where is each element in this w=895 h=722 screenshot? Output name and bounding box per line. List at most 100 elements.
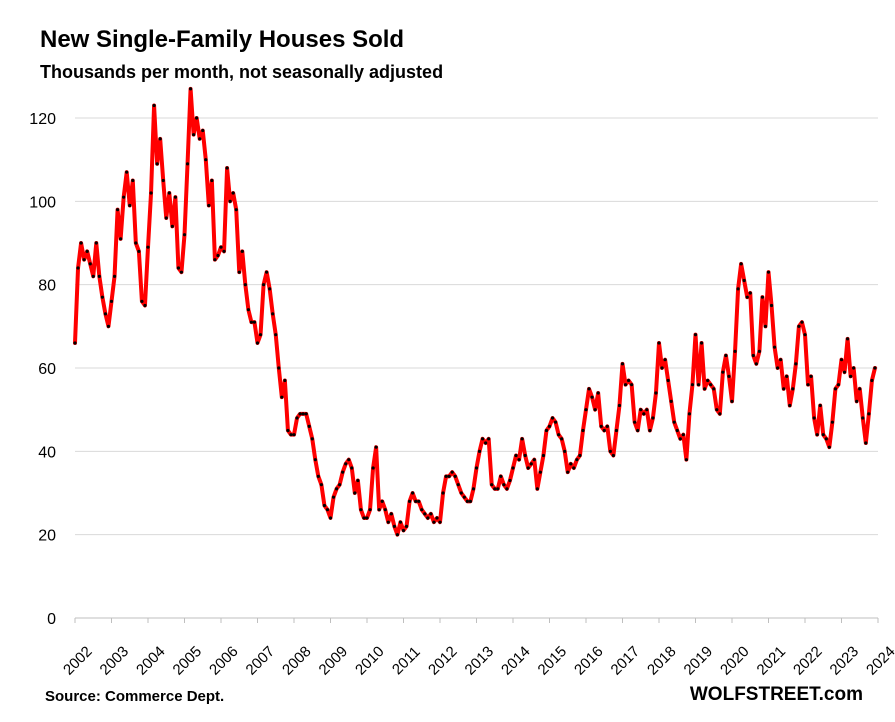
data-point [818,403,822,408]
data-point [268,287,272,291]
data-point [572,466,576,470]
data-point [502,483,506,487]
data-point [608,449,612,453]
data-point [341,470,345,474]
data-point [152,103,156,108]
data-point [188,87,193,91]
data-point [839,358,844,362]
data-point [462,495,466,499]
data-point [505,487,509,491]
data-point [496,487,500,491]
data-point [91,274,95,278]
x-tick-label: 2010 [352,643,388,679]
data-point [864,441,868,445]
data-point [620,362,625,366]
data-point [143,303,147,308]
data-point [383,508,387,512]
data-point [760,295,765,299]
data-point [210,178,214,183]
data-point [480,437,485,441]
data-point [447,474,451,478]
data-point [721,370,725,374]
x-tick-label: 2008 [279,643,315,679]
data-point [237,270,241,274]
data-point [842,370,847,374]
data-point [477,449,482,453]
data-point [736,287,740,291]
data-point [158,137,162,141]
data-point [371,466,375,470]
data-point [88,262,92,266]
data-point [255,341,260,345]
y-tick-label: 120 [29,111,56,128]
data-point [550,416,555,420]
data-point [599,424,603,428]
data-point [459,491,463,495]
data-point [727,374,731,378]
series-line [73,86,877,537]
data-point [261,283,266,287]
data-point [867,412,871,416]
x-tick-label: 2003 [97,643,133,679]
data-point [578,453,582,458]
data-point [359,508,363,512]
x-tick-label: 2024 [863,643,895,679]
data-point [623,383,628,387]
data-point [754,362,758,366]
data-point [225,166,229,170]
x-tick-label: 2005 [170,643,206,679]
data-point [204,158,208,162]
data-point [453,474,457,478]
data-point [791,387,795,391]
data-point [328,516,333,520]
data-point [185,162,190,166]
data-point [617,403,622,408]
data-point [821,433,825,437]
data-point [651,416,655,420]
x-tick-label: 2013 [462,643,498,679]
data-point [134,241,138,245]
data-point [769,303,774,308]
chart-title: New Single-Family Houses Sold [40,26,405,53]
data-point [301,412,305,416]
data-point [414,499,418,503]
data-point [718,412,722,416]
x-tick-label: 2019 [681,643,717,679]
data-point [557,433,561,437]
data-point [870,378,874,383]
data-point [687,412,692,416]
data-point [85,249,89,253]
data-point [444,474,448,478]
data-point [745,295,749,299]
y-tick-label: 40 [38,444,56,461]
data-point [103,312,108,316]
data-point [377,508,381,512]
data-point [493,487,497,491]
chart-subtitle: Thousands per month, not seasonally adju… [40,62,444,82]
data-point [678,437,682,441]
data-point [657,341,661,345]
data-points [73,87,877,537]
data-point [520,437,524,441]
data-point [794,362,798,366]
data-point [730,399,734,403]
data-point [663,358,667,362]
data-point [176,266,181,270]
data-point [411,491,415,495]
x-tick-label: 2009 [316,643,352,679]
data-point [316,474,320,478]
data-point [782,387,786,391]
data-point [240,249,244,253]
data-point [109,299,114,303]
data-point [334,487,339,491]
data-point [544,428,549,433]
data-point [541,453,546,458]
data-point [836,383,841,387]
data-point [739,262,743,266]
data-point [149,191,153,195]
data-point [560,437,564,441]
data-point [706,378,710,383]
data-point [849,374,853,378]
data-point [252,320,257,324]
data-point [855,399,859,403]
